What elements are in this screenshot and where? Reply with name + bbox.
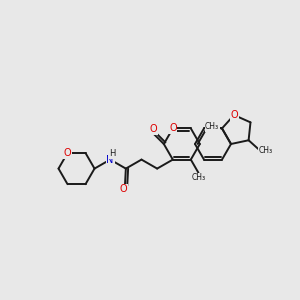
Text: O: O — [230, 110, 238, 120]
Text: CH₃: CH₃ — [191, 173, 206, 182]
Text: O: O — [169, 123, 177, 134]
Text: O: O — [64, 148, 71, 158]
Text: CH₃: CH₃ — [205, 122, 219, 131]
Text: H: H — [109, 149, 115, 158]
Text: O: O — [149, 124, 157, 134]
Text: CH₃: CH₃ — [258, 146, 272, 155]
Text: N: N — [106, 154, 114, 165]
Text: O: O — [120, 184, 127, 194]
